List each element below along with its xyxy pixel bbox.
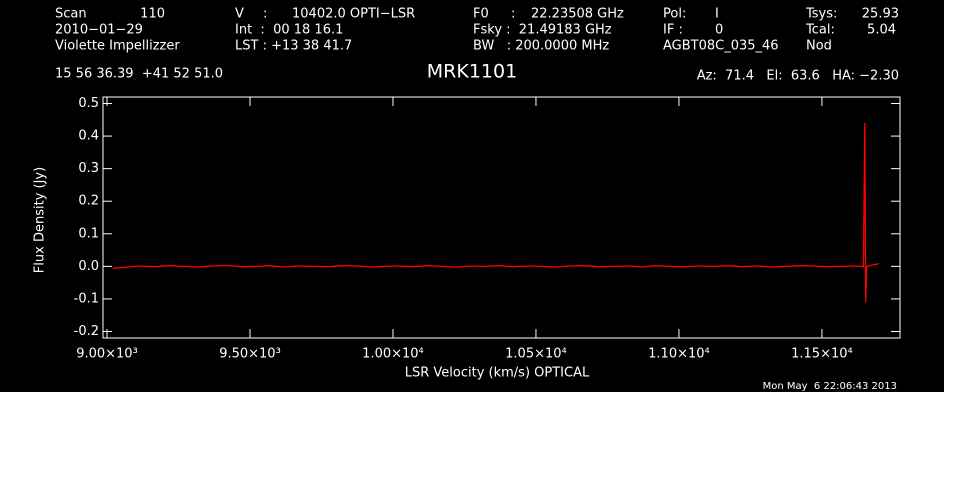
header-text: BW : 200.0000 MHz bbox=[473, 39, 609, 54]
header-text: Scan bbox=[55, 7, 87, 22]
header-text: LST : +13 38 41.7 bbox=[235, 39, 352, 54]
header-text: 0 bbox=[715, 23, 723, 38]
y-tick-label: 0.5 bbox=[78, 96, 99, 111]
header-text: : bbox=[263, 7, 267, 22]
plot-frame bbox=[102, 96, 901, 339]
x-tick-label: 1.05×10⁴ bbox=[505, 347, 567, 362]
chart-title: MRK1101 bbox=[427, 61, 517, 83]
header-text: IF : bbox=[663, 23, 683, 38]
x-tick-label: 9.00×10³ bbox=[76, 347, 138, 362]
header-text: Fsky : 21.49183 GHz bbox=[473, 23, 612, 38]
header-text: Tsys: bbox=[805, 7, 837, 22]
header-text: 5.04 bbox=[867, 23, 896, 38]
header-text: 110 bbox=[140, 7, 165, 22]
y-tick-label: 0.2 bbox=[78, 194, 99, 209]
header-text: F0 bbox=[473, 7, 489, 22]
x-tick-label: 1.10×10⁴ bbox=[648, 347, 710, 362]
header-text: AGBT08C_035_46 bbox=[663, 39, 779, 54]
x-tick-label: 9.50×10³ bbox=[219, 347, 281, 362]
header-text: 22.23508 GHz bbox=[531, 7, 624, 22]
header-text: Violette Impellizzer bbox=[55, 39, 180, 54]
header-text: Az: 71.4 El: 63.6 HA: −2.30 bbox=[697, 69, 899, 84]
background bbox=[0, 0, 944, 392]
header-text: 2010−01−29 bbox=[55, 23, 143, 38]
x-tick-label: 1.15×10⁴ bbox=[791, 347, 853, 362]
timestamp: Mon May 6 22:06:43 2013 bbox=[763, 381, 897, 392]
header-text: Int : 00 18 16.1 bbox=[235, 23, 343, 38]
header-text: I bbox=[715, 7, 719, 22]
header-text: 15 56 36.39 +41 52 51.0 bbox=[55, 67, 223, 82]
spectrum-line bbox=[112, 123, 880, 303]
y-tick-label: 0.3 bbox=[78, 161, 99, 176]
y-tick-label: -0.2 bbox=[74, 324, 99, 339]
x-tick-label: 1.00×10⁴ bbox=[362, 347, 424, 362]
y-tick-label: 0.4 bbox=[78, 129, 99, 144]
header-text: : bbox=[511, 7, 515, 22]
header-text: V bbox=[235, 7, 244, 22]
y-tick-label: 0.0 bbox=[78, 259, 99, 274]
y-axis-label: Flux Density (Jy) bbox=[33, 167, 48, 273]
header-text: Nod bbox=[806, 39, 832, 54]
x-axis-label: LSR Velocity (km/s) OPTICAL bbox=[405, 366, 590, 381]
header-text: 25.93 bbox=[862, 7, 899, 22]
header: Scan 110 V : 10402.0 OPTI−LSR F0 : 22.23… bbox=[55, 7, 899, 393]
header-text: 10402.0 OPTI−LSR bbox=[292, 7, 415, 22]
y-tick-label: 0.1 bbox=[78, 226, 99, 241]
header-text: Tcal: bbox=[805, 23, 835, 38]
y-tick-label: -0.1 bbox=[74, 291, 99, 306]
header-text: Pol: bbox=[663, 7, 686, 22]
